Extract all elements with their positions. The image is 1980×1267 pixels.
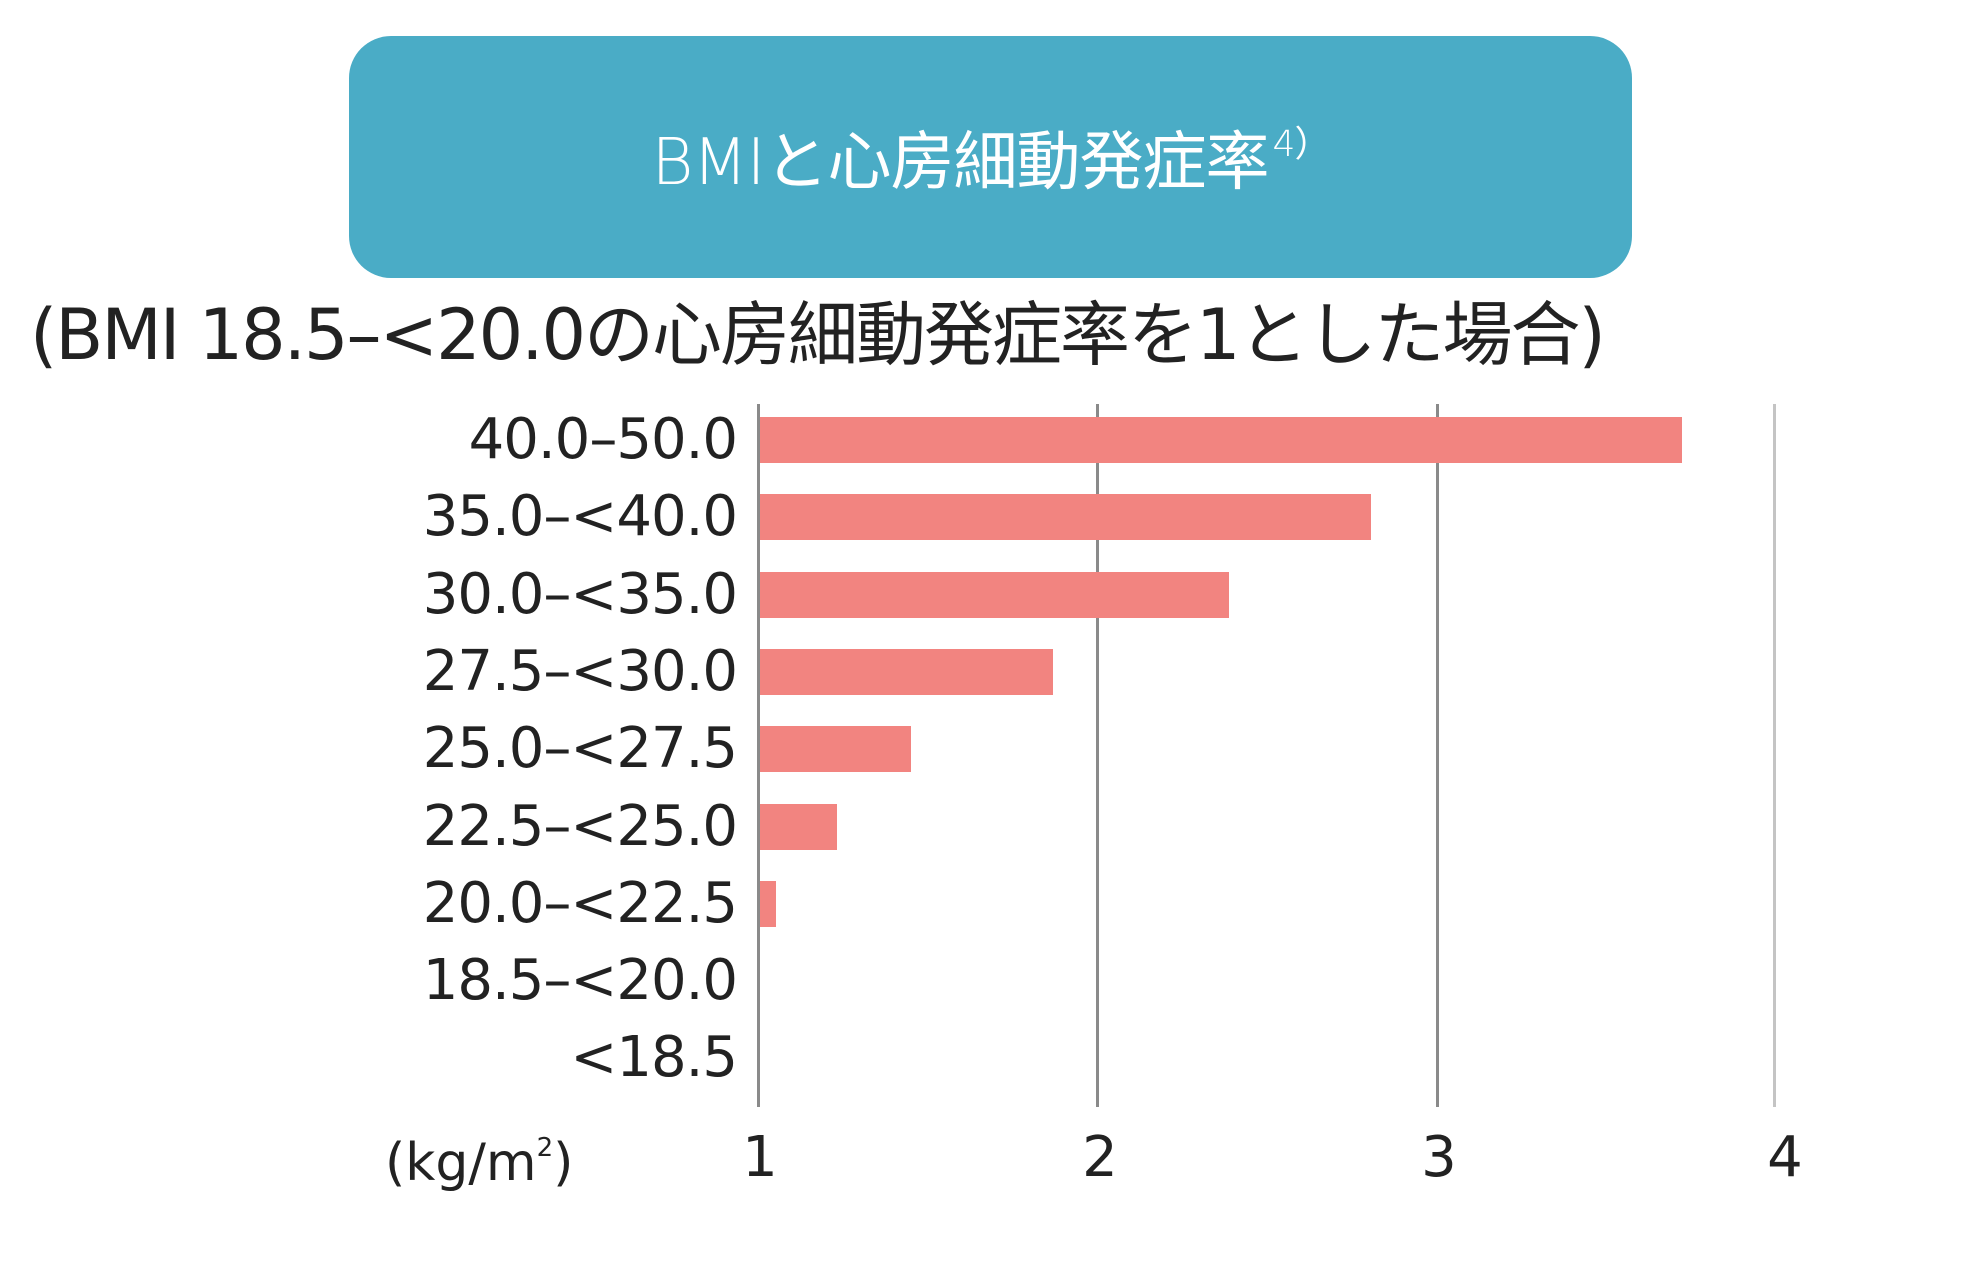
y-axis-label: 27.5–<30.0 [422,638,738,704]
bar [759,880,776,927]
y-axis-label: <18.5 [570,1025,738,1091]
gridline-2 [1096,404,1099,1107]
y-axis-label: 22.5–<25.0 [422,793,738,859]
bar [759,417,1682,463]
y-axis-label: 30.0–<35.0 [422,561,738,627]
bar [759,494,1371,541]
y-axis-label: 18.5–<20.0 [422,948,738,1014]
y-axis-label: 40.0–50.0 [468,407,738,472]
bar [759,648,1054,695]
title-banner: BMIと心房細動発症率 4） [349,36,1632,278]
chart-subtitle: (BMI 18.5–<20.0の心房細動発症率を1とした場合) [30,294,1606,376]
bar [759,571,1229,618]
chart-title-text: BMIと心房細動発症率 [651,126,1270,200]
unit-label-text: (kg/m [385,1133,537,1193]
gridline-3 [1436,404,1439,1107]
x-tick-3: 3 [1421,1125,1457,1190]
gridline-4 [1773,404,1776,1107]
unit-label-sup: 2 [536,1133,554,1163]
bar [759,726,912,773]
reference-superscript: 4） [1272,124,1331,165]
y-axis-line [757,404,760,1107]
unit-label-close: ) [553,1133,574,1193]
unit-label: (kg/m2) [385,1118,573,1193]
bar [759,803,837,850]
chart-title: BMIと心房細動発症率 4） [651,111,1331,203]
x-tick-2: 2 [1082,1125,1118,1190]
y-axis-label: 35.0–<40.0 [422,484,738,550]
y-axis-label: 25.0–<27.5 [422,716,738,782]
x-tick-1: 1 [742,1125,778,1190]
x-tick-4: 4 [1767,1125,1803,1190]
y-axis-label: 20.0–<22.5 [422,870,738,936]
